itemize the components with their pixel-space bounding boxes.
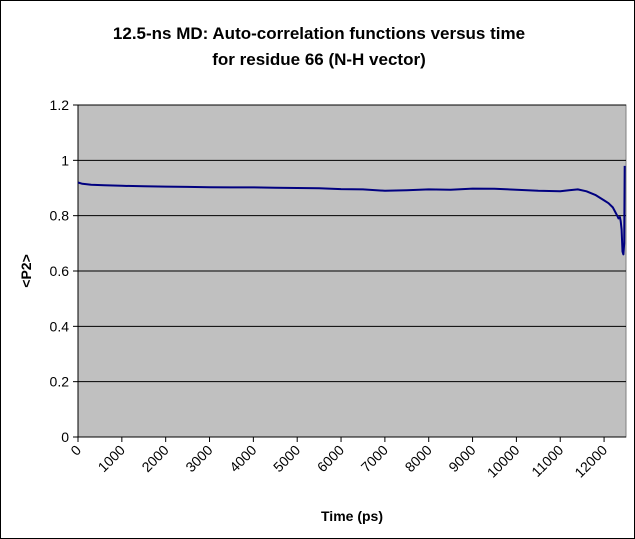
y-tick-label: 0.6: [50, 263, 70, 279]
y-tick-label: 0.4: [50, 318, 70, 334]
y-tick-labels: 0 0.2 0.4 0.6 0.8 1 1.2: [50, 97, 70, 445]
chart-title-line-2: for residue 66 (N-H vector): [212, 50, 426, 69]
x-tick-label: 12000: [571, 442, 610, 481]
x-tick-label: 1000: [95, 442, 128, 475]
x-tick-label: 7000: [358, 442, 391, 475]
series-layer: [77, 165, 626, 256]
chart-title-line-1: 12.5-ns MD: Auto-correlation functions v…: [113, 24, 525, 43]
x-tick-label: 8000: [401, 442, 434, 475]
y-tick-label: 1.2: [50, 97, 70, 113]
x-tick-label: 5000: [270, 442, 303, 475]
gridlines: [78, 104, 626, 383]
x-tick-label: 9000: [445, 442, 478, 475]
x-tick-label: 11000: [528, 442, 566, 480]
y-tick-label: 0.2: [50, 374, 70, 390]
x-axis-title: Time (ps): [321, 508, 383, 524]
x-tick-label: 2000: [138, 442, 171, 475]
series-line-0: [77, 165, 626, 256]
x-tick-label: 3000: [182, 442, 215, 475]
x-tick-label: 10000: [484, 442, 523, 481]
x-tick-label: 6000: [314, 442, 347, 475]
x-tick-label: 0: [67, 442, 84, 459]
x-tick-label: 4000: [226, 442, 259, 475]
axes: [73, 104, 626, 442]
y-tick-label: 0: [61, 429, 69, 445]
x-tick-labels: 0 1000 2000 3000 4000 5000 6000 7000 8000 9000 100…: [67, 442, 610, 481]
y-axis-title: <P2>: [18, 254, 34, 287]
y-tick-label: 0.8: [50, 208, 70, 224]
y-tick-label: 1: [61, 152, 69, 168]
